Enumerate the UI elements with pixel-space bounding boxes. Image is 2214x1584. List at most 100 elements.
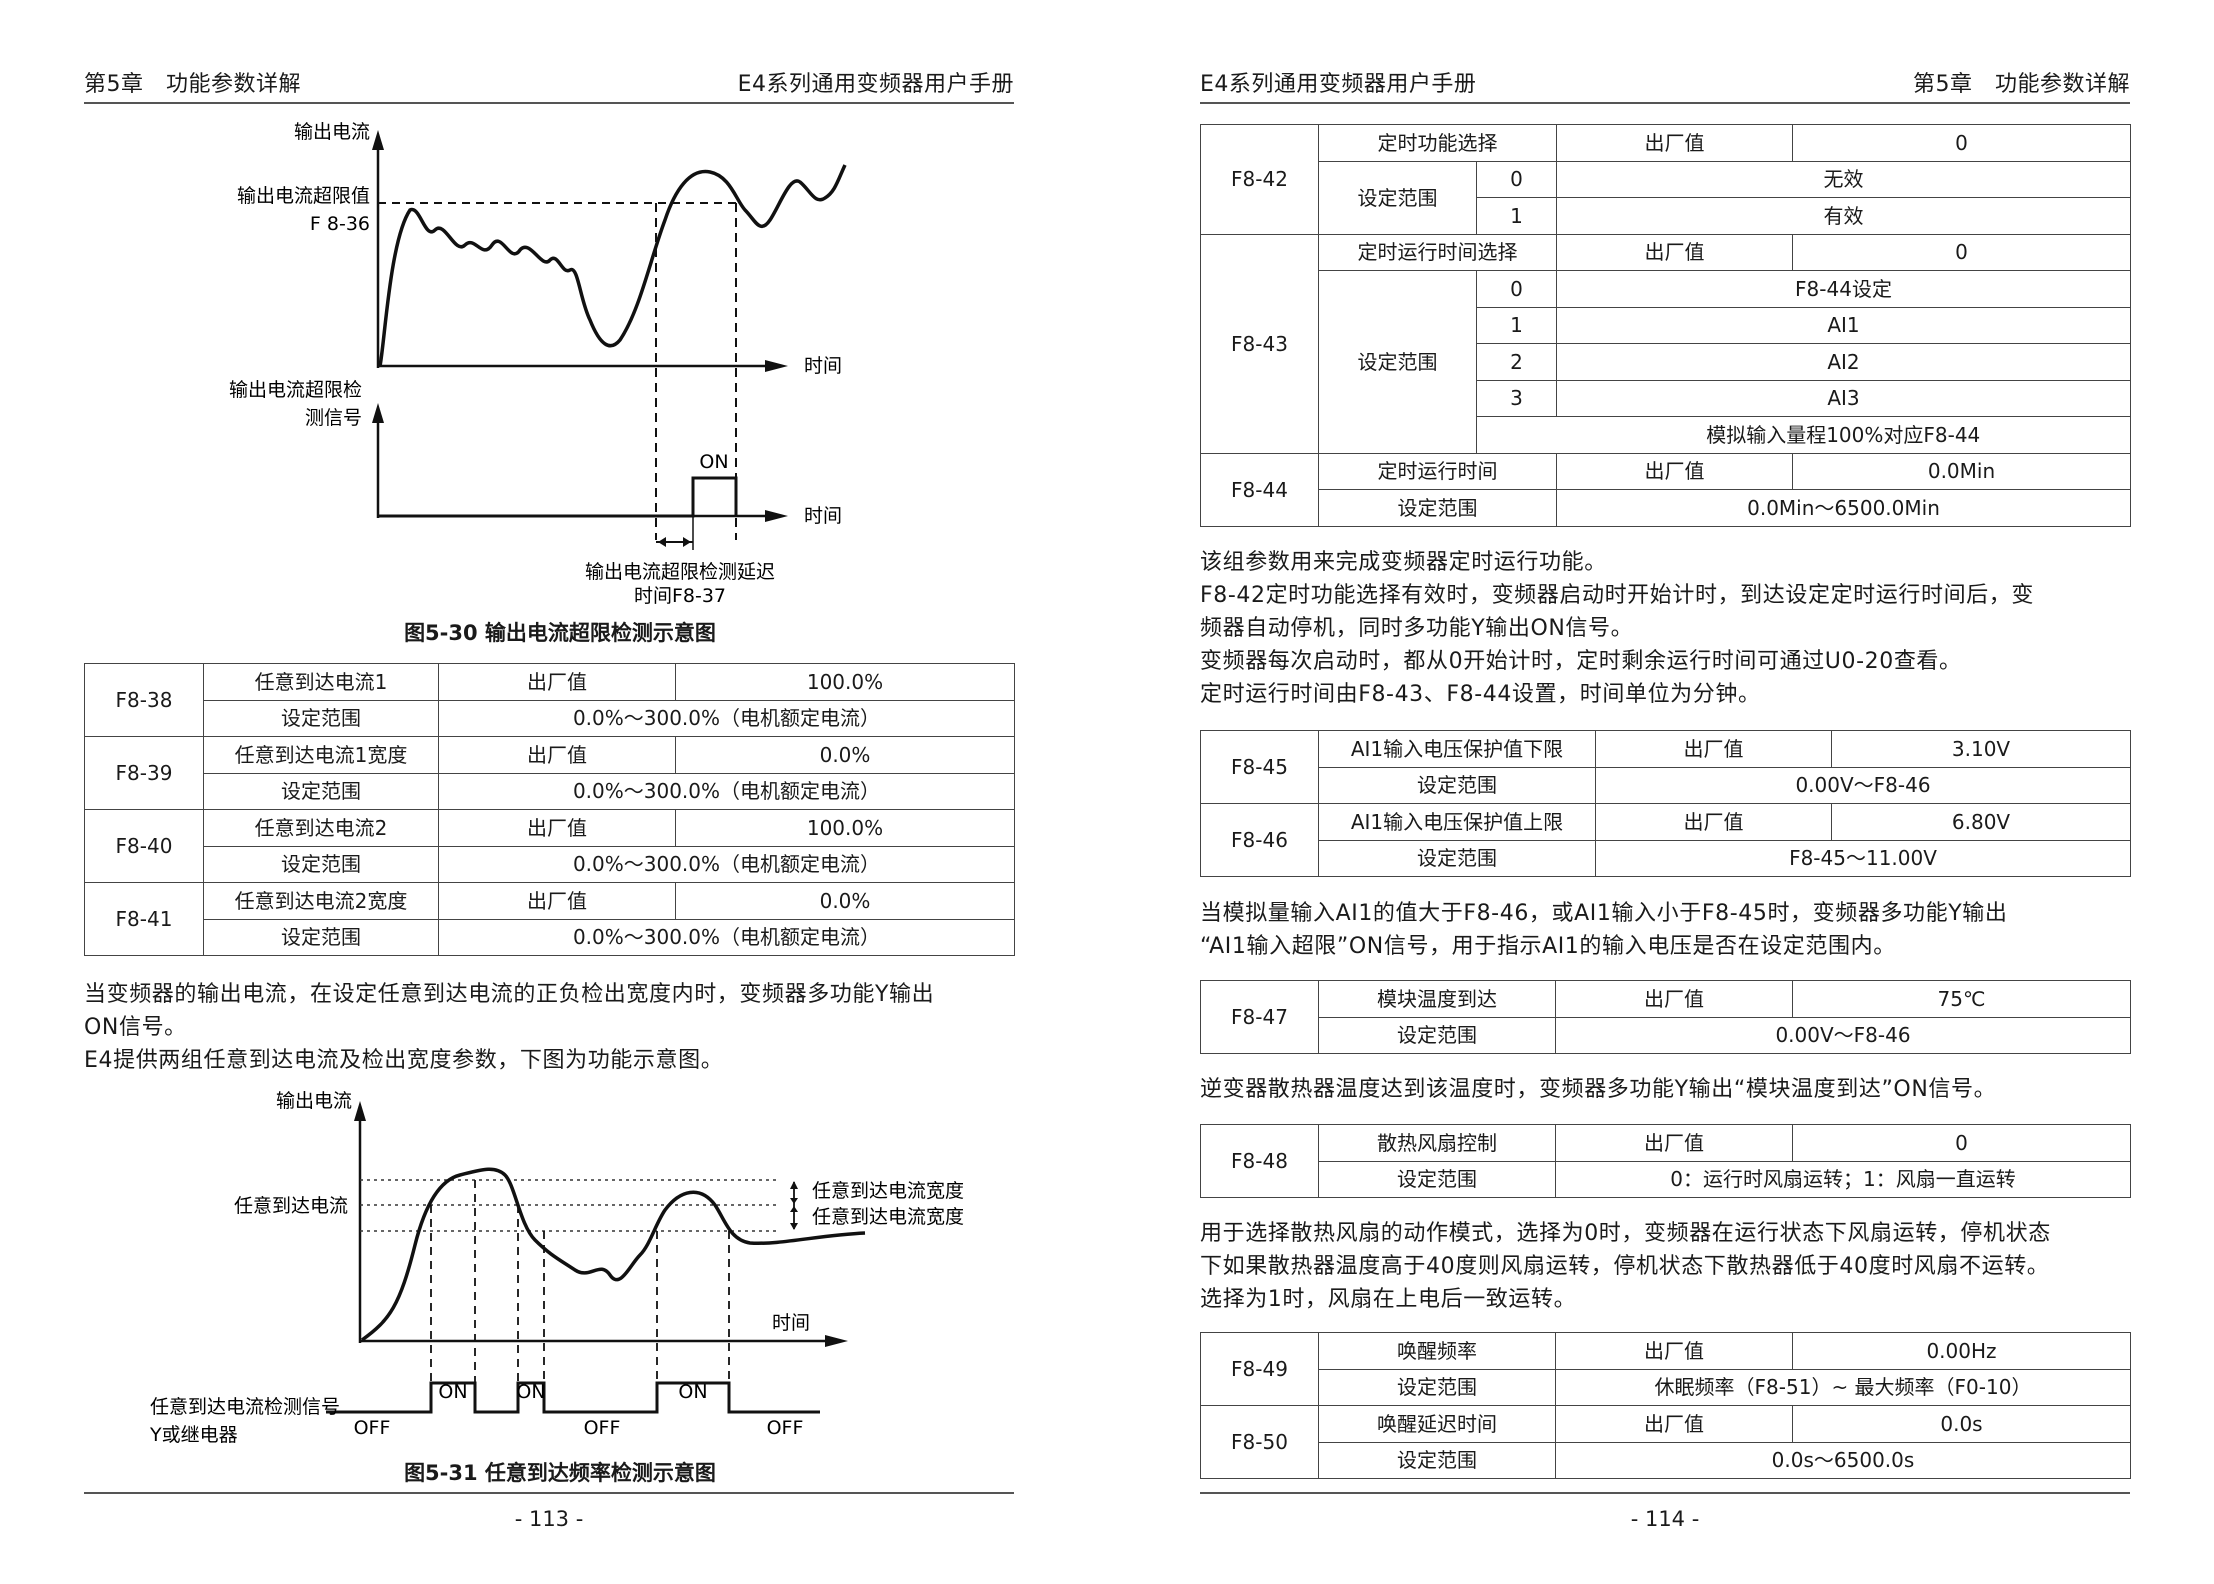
range-value: 0.0Min～6500.0Min <box>1556 489 2131 527</box>
range-label: 设定范围 <box>203 918 439 956</box>
default-label: 出厂值 <box>1555 980 1793 1018</box>
default-value: 6.80V <box>1831 803 2131 841</box>
footer-line <box>1200 1492 2130 1494</box>
default-value: 0 <box>1792 233 2131 271</box>
range-value: 0.0%～300.0%（电机额定电流） <box>438 845 1015 883</box>
default-label: 出厂值 <box>1555 1332 1793 1370</box>
option-value: AI3 <box>1556 379 2131 417</box>
label-delay-1: 输出电流超限检测延迟 <box>585 561 775 583</box>
para-line: 当变频器的输出电流，在设定任意到达电流的正负检出宽度内时，变频器多功能Y输出 <box>84 982 935 1007</box>
para-line: “AI1输入超限”ON信号，用于指示AI1的输入电压是否在设定范围内。 <box>1200 934 1896 959</box>
label-off-2: OFF <box>584 1417 621 1439</box>
para-line: 频器自动停机，同时多功能Y输出ON信号。 <box>1200 616 1634 641</box>
label-time-2: 时间 <box>804 505 842 527</box>
range-value: 0.0%～300.0%（电机额定电流） <box>438 918 1015 956</box>
param-table-f845-f846: F8-45 AI1输入电压保护值下限 出厂值 3.10V 设定范围 0.00V～… <box>1200 730 2131 877</box>
label-delay-2: 时间F8-37 <box>634 585 726 607</box>
para-line: E4提供两组任意到达电流及检出宽度参数，下图为功能示意图。 <box>84 1048 724 1073</box>
param-table-f842-f844: F8-42 定时功能选择 出厂值 0 设定范围 0 无效 1 有效 F8-43 … <box>1200 124 2131 527</box>
label-on-1: ON <box>438 1381 467 1403</box>
on-pulse <box>378 476 738 518</box>
param-name: 任意到达电流2 <box>203 809 439 847</box>
para-line: ON信号。 <box>84 1015 187 1040</box>
param-code: F8-45 <box>1200 730 1319 804</box>
default-value: 0.0% <box>675 882 1015 920</box>
label-limit-value: 输出电流超限值 <box>237 185 370 207</box>
param-code: F8-40 <box>84 809 204 883</box>
label-arrive-current: 任意到达电流 <box>234 1195 348 1217</box>
range-label: 设定范围 <box>1318 160 1477 235</box>
range-value: 0.00V～F8-46 <box>1555 1016 2131 1054</box>
range-value: 0.0s～6500.0s <box>1555 1441 2131 1479</box>
param-name: 定时功能选择 <box>1318 124 1557 162</box>
range-value: 0：运行时风扇运转；1：风扇一直运转 <box>1555 1160 2131 1198</box>
default-value: 100.0% <box>675 809 1015 847</box>
header-chapter: 第5章 功能参数详解 <box>1913 72 2130 97</box>
option-key-empty <box>1476 416 1557 454</box>
default-value: 75℃ <box>1792 980 2131 1018</box>
label-off-3: OFF <box>767 1417 804 1439</box>
page-header: E4系列通用变频器用户手册 第5章 功能参数详解 <box>1200 68 2130 104</box>
param-table-f848: F8-48 散热风扇控制 出厂值 0 设定范围 0：运行时风扇运转；1：风扇一直… <box>1200 1124 2131 1198</box>
param-code: F8-39 <box>84 736 204 810</box>
label-signal-1: 输出电流超限检 <box>229 379 362 401</box>
figure-caption-5-30: 图5-30 输出电流超限检测示意图 <box>404 621 716 645</box>
range-value: 0.00V～F8-46 <box>1595 766 2131 804</box>
option-key: 1 <box>1476 306 1557 344</box>
default-label: 出厂值 <box>1556 124 1793 162</box>
param-name: 模块温度到达 <box>1318 980 1556 1018</box>
range-value: 0.0%～300.0%（电机额定电流） <box>438 699 1015 737</box>
param-code: F8-49 <box>1200 1332 1319 1406</box>
para-line: 当模拟量输入AI1的值大于F8-46，或AI1输入小于F8-45时，变频器多功能… <box>1200 901 2008 926</box>
label-signal-1: 任意到达电流检测信号 <box>150 1396 340 1418</box>
para-line: 选择为1时，风扇在上电后一致运转。 <box>1200 1287 1577 1312</box>
range-label: 设定范围 <box>1318 1441 1556 1479</box>
default-label: 出厂值 <box>1555 1124 1793 1162</box>
range-label: 设定范围 <box>203 845 439 883</box>
page-number: - 114 - <box>1630 1507 1700 1531</box>
option-key: 3 <box>1476 379 1557 417</box>
default-label: 出厂值 <box>1556 452 1793 490</box>
param-name: 散热风扇控制 <box>1318 1124 1556 1162</box>
param-name: AI1输入电压保护值上限 <box>1318 803 1596 841</box>
range-label: 设定范围 <box>1318 270 1477 454</box>
param-code: F8-46 <box>1200 803 1319 877</box>
paragraph-timer: 该组参数用来完成变频器定时运行功能。 F8-42定时功能选择有效时，变频器启动时… <box>1200 546 2140 711</box>
default-label: 出厂值 <box>438 736 676 774</box>
param-name: 任意到达电流2宽度 <box>203 882 439 920</box>
label-on: ON <box>699 451 728 473</box>
header-manual-title: E4系列通用变频器用户手册 <box>737 72 1014 97</box>
param-name: 定时运行时间 <box>1318 452 1557 490</box>
option-value: 有效 <box>1556 197 2131 235</box>
range-label: 设定范围 <box>1318 1016 1556 1054</box>
figure-arrive-current-detection: 输出电流 任意到达电流 任意到达电流宽度 任意到达电流宽度 时间 任意到达电流检… <box>149 1090 964 1445</box>
page-number: - 113 - <box>514 1507 584 1531</box>
param-code: F8-50 <box>1200 1405 1319 1479</box>
para-line: 定时运行时间由F8-43、F8-44设置，时间单位为分钟。 <box>1200 682 1761 707</box>
default-value: 0.0% <box>675 736 1015 774</box>
range-value: F8-45～11.00V <box>1595 839 2131 877</box>
label-time: 时间 <box>804 355 842 377</box>
range-label: 设定范围 <box>1318 1160 1556 1198</box>
figure-overcurrent-detection: 输出电流 输出电流超限值 F 8-36 时间 输出电流超限检 测信号 ON 时间… <box>229 121 847 607</box>
para-line: 变频器每次启动时，都从0开始计时，定时剩余运行时间可通过U0-20查看。 <box>1200 649 1962 674</box>
param-name: 任意到达电流1 <box>203 663 439 701</box>
label-time: 时间 <box>772 1312 810 1334</box>
param-code: F8-48 <box>1200 1124 1319 1198</box>
para-line: 用于选择散热风扇的动作模式，选择为0时，变频器在运行状态下风扇运转，停机状态 <box>1200 1221 2051 1246</box>
param-code: F8-47 <box>1200 980 1319 1054</box>
label-on-2: ON <box>516 1381 545 1403</box>
label-width-2: 任意到达电流宽度 <box>812 1206 964 1228</box>
option-key: 1 <box>1476 197 1557 235</box>
param-code: F8-44 <box>1200 452 1319 527</box>
default-label: 出厂值 <box>1595 803 1832 841</box>
param-name: AI1输入电压保护值下限 <box>1318 730 1596 768</box>
param-table-f847: F8-47 模块温度到达 出厂值 75℃ 设定范围 0.00V～F8-46 <box>1200 980 2131 1054</box>
para-line: 逆变器散热器温度达到该温度时，变频器多功能Y输出“模块温度到达”ON信号。 <box>1200 1077 1997 1102</box>
default-label: 出厂值 <box>438 882 676 920</box>
range-label: 设定范围 <box>203 699 439 737</box>
header-chapter: 第5章 功能参数详解 <box>84 72 301 97</box>
range-value: 0.0%～300.0%（电机额定电流） <box>438 772 1015 810</box>
signal-waveform <box>326 1381 820 1414</box>
param-code: F8-41 <box>84 882 204 956</box>
